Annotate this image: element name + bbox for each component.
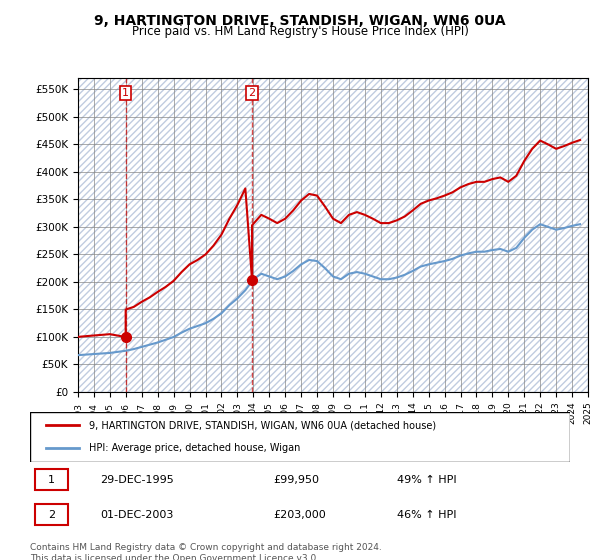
Text: £99,950: £99,950 (273, 474, 319, 484)
Text: 1: 1 (48, 474, 55, 484)
FancyBboxPatch shape (30, 412, 570, 462)
Text: 2: 2 (48, 510, 55, 520)
Text: £203,000: £203,000 (273, 510, 326, 520)
Text: 29-DEC-1995: 29-DEC-1995 (100, 474, 174, 484)
Text: 9, HARTINGTON DRIVE, STANDISH, WIGAN, WN6 0UA: 9, HARTINGTON DRIVE, STANDISH, WIGAN, WN… (94, 14, 506, 28)
Text: Price paid vs. HM Land Registry's House Price Index (HPI): Price paid vs. HM Land Registry's House … (131, 25, 469, 38)
Text: 2: 2 (248, 88, 256, 98)
Text: 1: 1 (122, 88, 129, 98)
Text: HPI: Average price, detached house, Wigan: HPI: Average price, detached house, Wiga… (89, 444, 301, 454)
Text: Contains HM Land Registry data © Crown copyright and database right 2024.
This d: Contains HM Land Registry data © Crown c… (30, 543, 382, 560)
FancyBboxPatch shape (35, 504, 68, 525)
Text: 01-DEC-2003: 01-DEC-2003 (100, 510, 173, 520)
FancyBboxPatch shape (35, 469, 68, 491)
Text: 9, HARTINGTON DRIVE, STANDISH, WIGAN, WN6 0UA (detached house): 9, HARTINGTON DRIVE, STANDISH, WIGAN, WN… (89, 420, 437, 430)
Text: 49% ↑ HPI: 49% ↑ HPI (397, 474, 457, 484)
Text: 46% ↑ HPI: 46% ↑ HPI (397, 510, 457, 520)
